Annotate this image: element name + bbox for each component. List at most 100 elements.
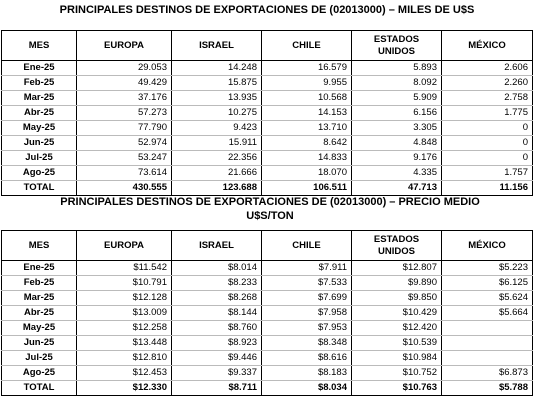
table-row: May-25 $12.258 $8.760 $7.953 $12.420 — [1, 320, 533, 336]
column-header: MÉXICO — [441, 30, 533, 61]
value-cell: $9.890 — [351, 275, 442, 291]
value-cell: $8.923 — [171, 335, 262, 351]
month-cell: TOTAL — [1, 180, 77, 196]
value-cell: 0 — [441, 135, 533, 151]
value-cell: $12.258 — [76, 320, 172, 336]
value-cell: 49.429 — [76, 75, 172, 91]
value-cell: $7.533 — [261, 275, 352, 291]
value-cell: $5.223 — [441, 260, 533, 276]
column-header: CHILE — [261, 30, 352, 61]
value-cell: $5.624 — [441, 290, 533, 306]
month-cell: Mar-25 — [1, 290, 77, 306]
value-cell: 14.153 — [261, 105, 352, 121]
month-cell: Ago-25 — [1, 165, 77, 181]
value-cell: 9.955 — [261, 75, 352, 91]
month-cell: Jul-25 — [1, 150, 77, 166]
month-cell: Feb-25 — [1, 275, 77, 291]
table-row: Ene-25 29.053 14.248 16.579 5.893 2.606 — [1, 60, 533, 76]
value-cell: 14.248 — [171, 60, 262, 76]
month-cell: Ene-25 — [1, 260, 77, 276]
value-cell: 9.423 — [171, 120, 262, 136]
month-cell: May-25 — [1, 320, 77, 336]
table-row: Abr-25 $13.009 $8.144 $7.958 $10.429 $5.664 — [1, 305, 533, 321]
value-cell: 2.260 — [441, 75, 533, 91]
value-cell: $6.125 — [441, 275, 533, 291]
column-header: MÉXICO — [441, 230, 533, 261]
table-row: Jun-25 $13.448 $8.923 $8.348 $10.539 — [1, 335, 533, 351]
column-header: ESTADOS UNIDOS — [351, 230, 442, 261]
month-cell: Mar-25 — [1, 90, 77, 106]
month-cell: Feb-25 — [1, 75, 77, 91]
table-row: Ago-25 73.614 21.666 18.070 4.335 1.757 — [1, 165, 533, 181]
value-cell — [441, 320, 533, 336]
table-title: PRINCIPALES DESTINOS DE EXPORTACIONES DE… — [60, 196, 480, 222]
value-cell: 3.305 — [351, 120, 442, 136]
value-cell: $8.014 — [171, 260, 262, 276]
table-row: Ene-25 $11.542 $8.014 $7.911 $12.807 $5.223 — [1, 260, 533, 276]
month-cell: TOTAL — [1, 380, 77, 396]
column-header: MES — [1, 30, 77, 61]
value-cell: $10.429 — [351, 305, 442, 321]
value-cell: 14.833 — [261, 150, 352, 166]
value-cell: 10.568 — [261, 90, 352, 106]
value-cell: 37.176 — [76, 90, 172, 106]
month-cell: Jun-25 — [1, 135, 77, 151]
column-header: ESTADOS UNIDOS — [351, 30, 442, 61]
value-cell: $8.268 — [171, 290, 262, 306]
value-cell: 53.247 — [76, 150, 172, 166]
value-cell: $8.233 — [171, 275, 262, 291]
value-cell: 77.790 — [76, 120, 172, 136]
value-cell: 430.555 — [76, 180, 172, 196]
table-row: Jul-25 $12.810 $9.446 $8.616 $10.984 — [1, 350, 533, 366]
value-cell: $12.420 — [351, 320, 442, 336]
value-cell: 2.758 — [441, 90, 533, 106]
value-cell: 1.775 — [441, 105, 533, 121]
table-row: May-25 77.790 9.423 13.710 3.305 0 — [1, 120, 533, 136]
value-cell — [441, 350, 533, 366]
value-cell: 4.335 — [351, 165, 442, 181]
value-cell: $8.183 — [261, 365, 352, 381]
value-cell: $8.616 — [261, 350, 352, 366]
value-cell: $12.807 — [351, 260, 442, 276]
value-cell: $10.539 — [351, 335, 442, 351]
table-row: Abr-25 57.273 10.275 14.153 6.156 1.775 — [1, 105, 533, 121]
value-cell: $13.009 — [76, 305, 172, 321]
value-cell: 8.092 — [351, 75, 442, 91]
value-cell: $13.448 — [76, 335, 172, 351]
value-cell: 8.642 — [261, 135, 352, 151]
value-cell: $8.348 — [261, 335, 352, 351]
value-cell: $10.984 — [351, 350, 442, 366]
value-cell: 0 — [441, 150, 533, 166]
header-row: MES EUROPA ISRAEL CHILE ESTADOS UNIDOS MÉXICO — [1, 30, 533, 61]
value-cell: $7.699 — [261, 290, 352, 306]
table-row: Ago-25 $12.453 $9.337 $8.183 $10.752 $6.873 — [1, 365, 533, 381]
value-cell: 57.273 — [76, 105, 172, 121]
table-row: TOTAL $12.330 $8.711 $8.034 $10.763 $5.788 — [1, 380, 533, 396]
value-cell: 18.070 — [261, 165, 352, 181]
value-cell: 22.356 — [171, 150, 262, 166]
value-cell: 4.848 — [351, 135, 442, 151]
column-header: MES — [1, 230, 77, 261]
value-cell: 11.156 — [441, 180, 533, 196]
value-cell: 0 — [441, 120, 533, 136]
value-cell: $8.711 — [171, 380, 262, 396]
value-cell: 15.911 — [171, 135, 262, 151]
value-cell: 47.713 — [351, 180, 442, 196]
value-cell: $8.760 — [171, 320, 262, 336]
value-cell: $10.791 — [76, 275, 172, 291]
value-cell: $12.810 — [76, 350, 172, 366]
value-cell: $8.034 — [261, 380, 352, 396]
value-cell: 13.710 — [261, 120, 352, 136]
value-cell: 15.875 — [171, 75, 262, 91]
value-cell — [441, 335, 533, 351]
header-row: MES EUROPA ISRAEL CHILE ESTADOS UNIDOS MÉXICO — [1, 230, 533, 261]
value-cell: $8.144 — [171, 305, 262, 321]
value-cell: 73.614 — [76, 165, 172, 181]
table-body: Ene-25 $11.542 $8.014 $7.911 $12.807 $5.223 Fe… — [1, 260, 533, 396]
table-row: Feb-25 $10.791 $8.233 $7.533 $9.890 $6.125 — [1, 275, 533, 291]
value-cell: 106.511 — [261, 180, 352, 196]
value-cell: $6.873 — [441, 365, 533, 381]
value-cell: $5.788 — [441, 380, 533, 396]
value-cell: 5.909 — [351, 90, 442, 106]
